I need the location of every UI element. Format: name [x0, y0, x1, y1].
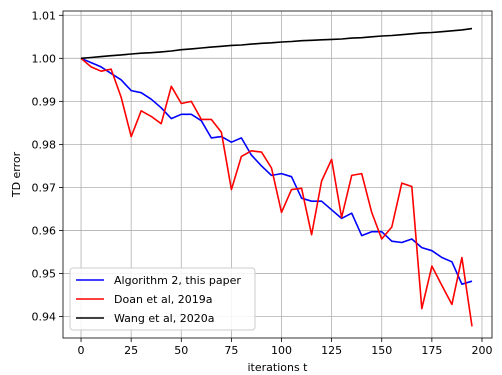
y-tick-label: 0.95: [32, 267, 57, 280]
legend-label-2: Wang et al, 2020a: [114, 312, 214, 325]
series-line-2: [80, 27, 473, 60]
x-tick-label: 125: [321, 344, 342, 357]
legend: Algorithm 2, this paper Doan et al, 2019a…: [69, 267, 256, 331]
y-tick-label: 1.00: [32, 52, 57, 65]
axis-ticks: 0 25 50 75 100 125 150 175 200 0.94 0.95 0.96 0.97 0.…: [32, 9, 493, 357]
x-tick-label: 75: [224, 344, 238, 357]
legend-label-1: Doan et al, 2019a: [114, 293, 213, 306]
y-tick-label: 0.98: [32, 138, 57, 151]
y-tick-label: 0.99: [32, 95, 57, 108]
x-tick-label: 100: [271, 344, 292, 357]
x-tick-label: 175: [421, 344, 442, 357]
legend-label-0: Algorithm 2, this paper: [114, 274, 241, 287]
y-tick-label: 1.01: [32, 9, 57, 22]
series-lines: [80, 27, 473, 327]
x-axis-label: iterations t: [247, 361, 308, 374]
y-axis-label: TD error: [10, 151, 23, 198]
plot-frame: [62, 10, 493, 339]
x-tick-label: 200: [471, 344, 492, 357]
x-tick-label: 25: [124, 344, 138, 357]
x-tick-label: 0: [78, 344, 85, 357]
x-tick-label: 50: [174, 344, 188, 357]
series-line-0: [80, 57, 473, 286]
y-tick-label: 0.97: [32, 181, 57, 194]
legend-box: [69, 267, 256, 331]
y-tick-label: 0.94: [32, 310, 57, 323]
x-tick-label: 150: [371, 344, 392, 357]
series-line-1: [80, 57, 473, 327]
y-tick-label: 0.96: [32, 224, 57, 237]
